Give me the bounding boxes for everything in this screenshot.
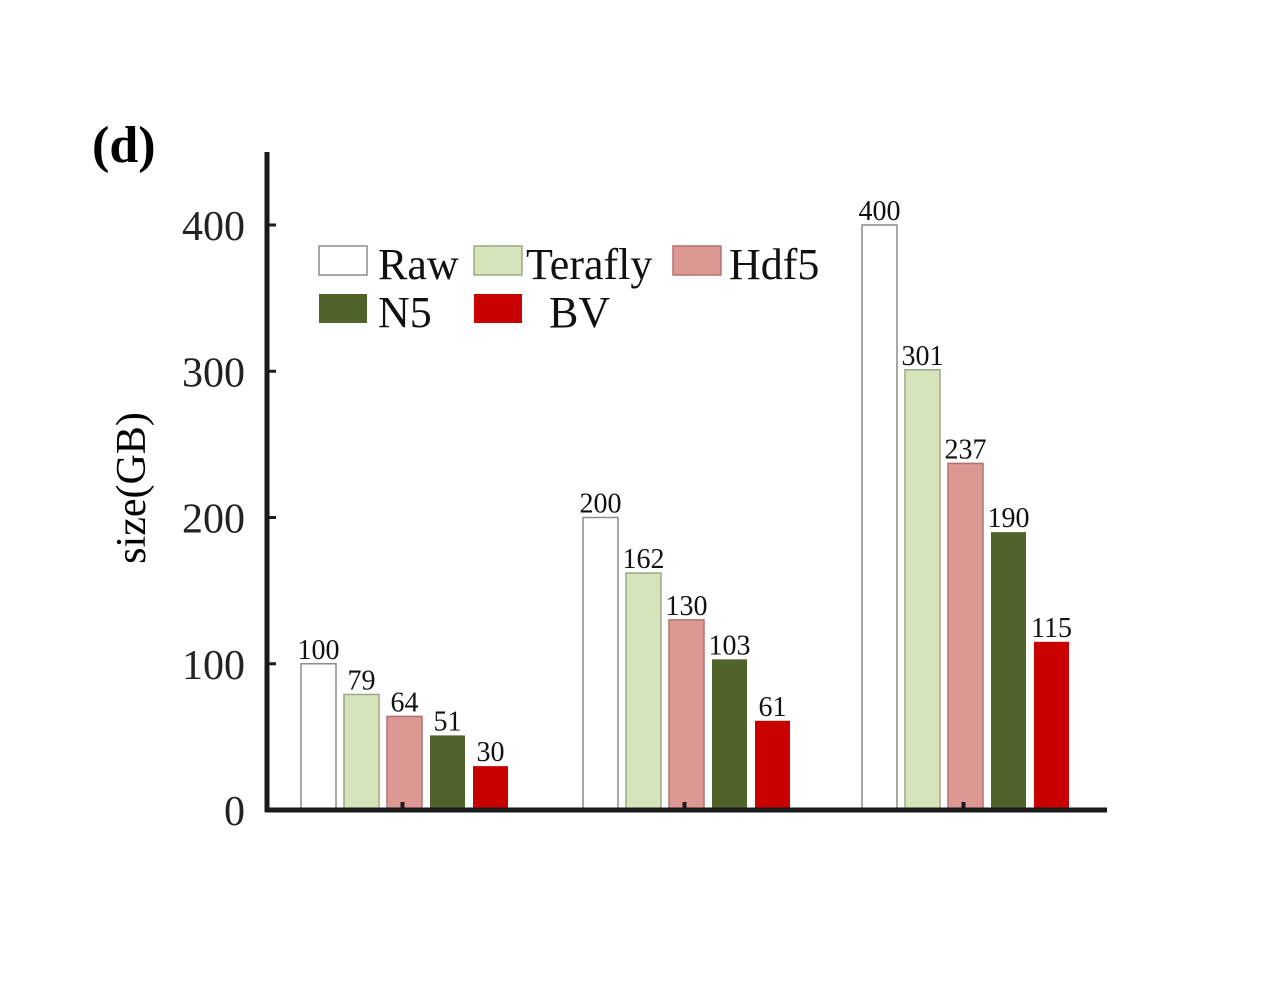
legend-swatch-hdf5 (672, 245, 722, 276)
data-label: 61 (759, 692, 787, 723)
bar-raw-2 (582, 516, 619, 811)
bar-hdf5-3 (947, 462, 984, 811)
bar-raw-3 (861, 224, 898, 811)
data-label: 200 (580, 489, 622, 520)
legend-swatch-n5 (319, 294, 367, 323)
panel-label: (d) (92, 117, 156, 174)
legend-label-raw: Raw (378, 240, 459, 289)
bar-terafly-1 (343, 693, 380, 811)
legend: Raw Terafly Hdf5 N5 BV (318, 240, 819, 337)
x-ticks (400, 802, 966, 810)
bar-n5-2 (712, 659, 747, 810)
bar-hdf5-1 (386, 715, 423, 811)
legend-swatch-terafly (473, 245, 523, 276)
bar-n5-1 (430, 735, 465, 810)
y-tick-label: 300 (182, 350, 245, 396)
y-tick-label: 200 (182, 497, 245, 543)
bar-terafly-3 (904, 369, 941, 811)
legend-label-terafly: Terafly (526, 240, 652, 289)
data-label: 190 (988, 503, 1030, 534)
bars (300, 224, 1069, 811)
legend-label-bv: BV (549, 288, 610, 337)
data-label: 30 (477, 737, 505, 768)
data-label: 103 (709, 630, 751, 661)
data-labels: 100 200 400 79 162 301 64 130 237 51 103 190 30 61 115 (298, 196, 1072, 768)
legend-swatch-bv (474, 294, 522, 323)
data-label: 115 (1031, 613, 1072, 644)
data-label: 400 (859, 196, 901, 227)
data-label: 51 (434, 706, 462, 737)
data-label: 130 (666, 591, 708, 622)
data-label: 100 (298, 635, 340, 666)
data-label: 301 (902, 341, 944, 372)
bar-bv-1 (473, 766, 508, 810)
data-label: 64 (391, 687, 419, 718)
legend-label-hdf5: Hdf5 (729, 240, 819, 289)
y-axis-label: size(GB) (109, 412, 155, 564)
bar-bv-3 (1034, 641, 1069, 810)
y-tick-labels: 0 100 200 300 400 (182, 204, 276, 835)
y-tick-label: 100 (182, 643, 245, 689)
legend-swatch-raw (318, 245, 368, 276)
axes (264, 152, 1107, 813)
legend-label-n5: N5 (378, 288, 432, 337)
bar-raw-1 (300, 663, 337, 811)
bar-n5-3 (991, 532, 1026, 810)
data-label: 162 (623, 544, 665, 575)
bar-hdf5-2 (668, 619, 705, 811)
y-tick-label: 0 (224, 789, 245, 835)
bar-terafly-2 (625, 572, 662, 811)
data-label: 237 (945, 434, 987, 465)
bar-bv-2 (755, 720, 790, 810)
data-label: 79 (348, 665, 376, 696)
y-tick-label: 400 (182, 204, 245, 250)
